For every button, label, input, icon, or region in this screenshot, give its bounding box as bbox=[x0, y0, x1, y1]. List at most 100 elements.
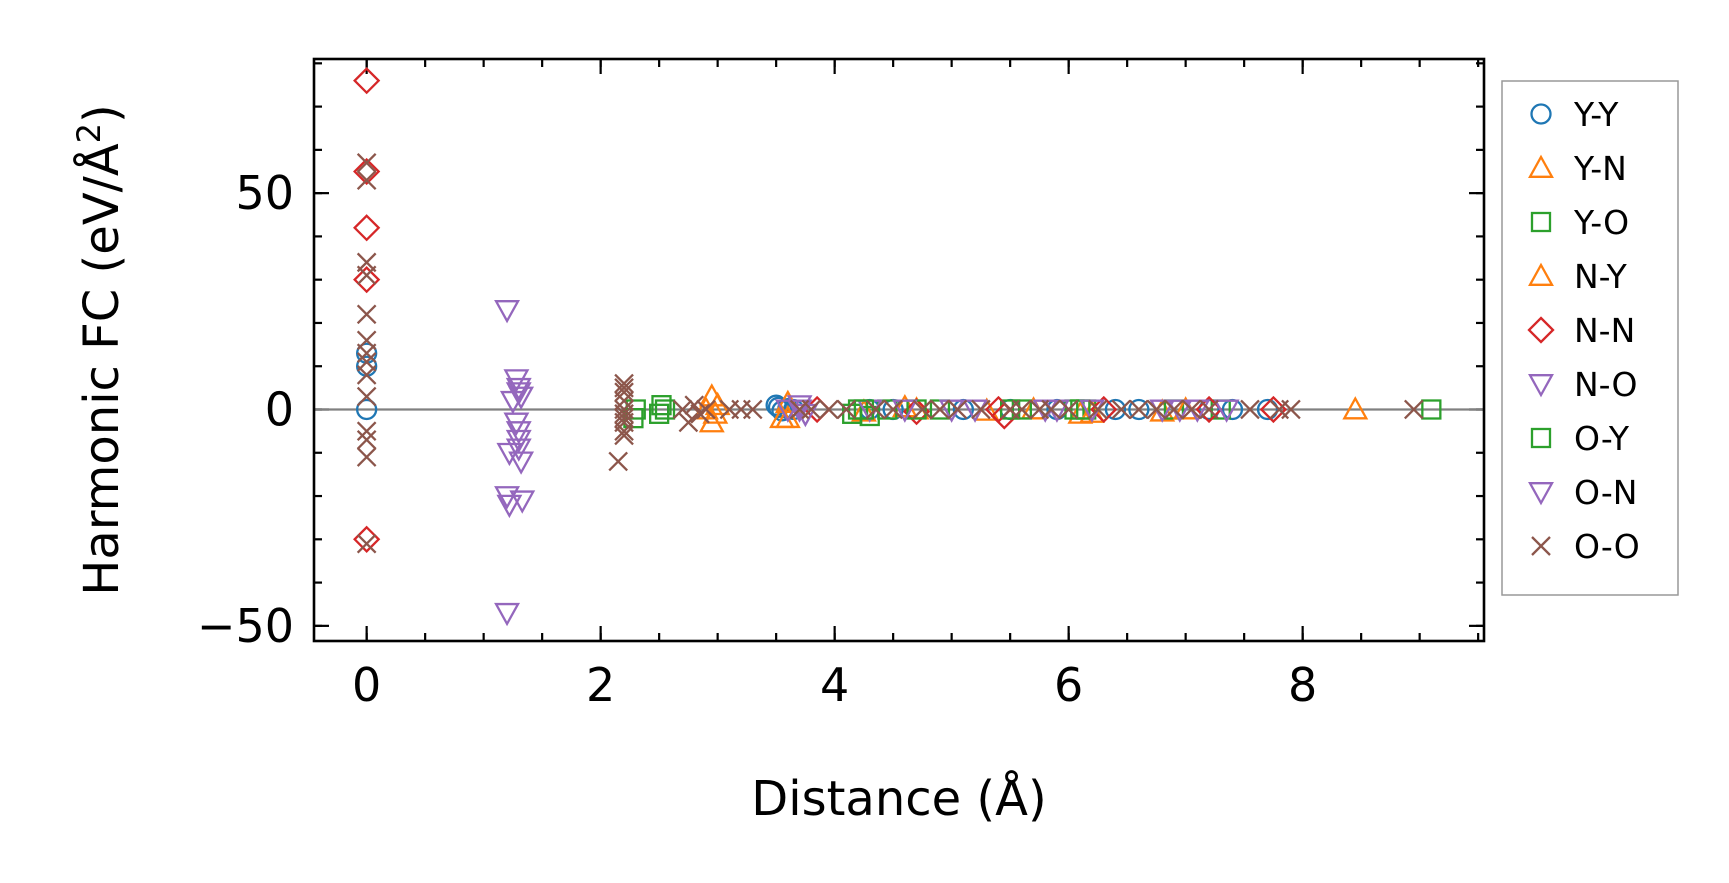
legend-item-o-o: O-O bbox=[1531, 527, 1640, 566]
point-n-o bbox=[503, 412, 530, 436]
point-o-o bbox=[1058, 399, 1079, 420]
x-stroke bbox=[1012, 399, 1032, 420]
x-tick-labels: 0 2 4 6 8 bbox=[352, 658, 1317, 712]
y-axis-label-main: Harmonic FC (eV/Å bbox=[73, 143, 130, 596]
point-o-o bbox=[1041, 399, 1061, 420]
y-axis-label-close: ) bbox=[74, 104, 130, 123]
point-n-n bbox=[353, 67, 381, 95]
point-o-o bbox=[608, 451, 629, 472]
point-o-o bbox=[1181, 399, 1202, 420]
point-o-o bbox=[672, 399, 693, 420]
x-stroke bbox=[883, 399, 903, 420]
x-stroke bbox=[1088, 399, 1108, 420]
legend-marker bbox=[1528, 154, 1554, 178]
point-y-y bbox=[1256, 398, 1279, 421]
point-o-o bbox=[1111, 399, 1132, 420]
x-stroke bbox=[801, 399, 822, 420]
point-o-o bbox=[614, 373, 634, 394]
y-tick-label: 50 bbox=[235, 166, 294, 220]
legend-label: N-O bbox=[1574, 365, 1638, 404]
x-stroke bbox=[672, 399, 693, 420]
legend: Y-Y Y-N Y-O N-Y N-N N-O O-Y O-N O-O bbox=[1501, 80, 1679, 596]
x-stroke bbox=[356, 429, 377, 450]
point-o-o bbox=[614, 421, 634, 441]
x-stroke bbox=[1146, 399, 1167, 420]
point-n-o bbox=[494, 300, 521, 324]
point-o-o bbox=[1146, 399, 1167, 420]
point-n-o bbox=[494, 486, 521, 510]
x-stroke bbox=[1403, 399, 1424, 420]
point-n-n bbox=[353, 266, 381, 294]
x-stroke bbox=[971, 399, 991, 420]
point-o-o bbox=[356, 533, 377, 554]
x-tick-label: 0 bbox=[352, 658, 381, 712]
point-o-o bbox=[356, 343, 377, 364]
point-o-o bbox=[1281, 399, 1301, 420]
x-stroke bbox=[356, 153, 377, 173]
x-stroke bbox=[836, 399, 857, 420]
point-o-o bbox=[971, 399, 991, 420]
legend-item-y-n: Y-N bbox=[1528, 149, 1627, 188]
point-n-o bbox=[496, 494, 523, 519]
legend-marker bbox=[1528, 262, 1554, 286]
legend-item-y-y: Y-Y bbox=[1530, 95, 1619, 134]
legend-item-n-n: N-N bbox=[1527, 311, 1635, 350]
point-o-o bbox=[356, 386, 377, 407]
point-y-o bbox=[651, 395, 672, 416]
point-o-o bbox=[818, 399, 839, 420]
point-n-o bbox=[505, 377, 532, 402]
x-stroke bbox=[356, 265, 377, 286]
point-n-o bbox=[494, 602, 521, 627]
point-o-o bbox=[801, 399, 822, 420]
x-stroke bbox=[696, 399, 716, 420]
x-stroke bbox=[614, 404, 634, 424]
legend-item-o-n: O-N bbox=[1528, 473, 1638, 512]
point-o-o bbox=[684, 395, 705, 415]
x-stroke bbox=[356, 170, 377, 190]
x-stroke bbox=[356, 386, 377, 407]
y-axis-label: Harmonic FC (eV/Å2) bbox=[70, 104, 130, 596]
point-o-o bbox=[1129, 399, 1149, 420]
plot-frame bbox=[312, 57, 1486, 643]
point-o-o bbox=[836, 399, 857, 420]
point-y-y bbox=[1128, 398, 1150, 421]
x-stroke bbox=[1058, 399, 1079, 420]
point-o-o bbox=[614, 425, 634, 446]
point-y-o bbox=[1421, 399, 1442, 420]
point-o-o bbox=[1088, 399, 1108, 420]
x-stroke bbox=[930, 399, 950, 420]
series-o-o bbox=[356, 153, 1424, 554]
legend-item-y-o: Y-O bbox=[1530, 203, 1629, 242]
x-stroke bbox=[356, 447, 377, 467]
x-stroke bbox=[1531, 536, 1551, 556]
legend-item-n-o: N-O bbox=[1528, 365, 1638, 404]
x-stroke bbox=[1111, 399, 1132, 420]
point-o-o bbox=[865, 399, 886, 420]
point-o-o bbox=[356, 304, 377, 325]
point-n-o bbox=[509, 490, 536, 514]
point-n-n bbox=[353, 214, 381, 242]
point-o-y bbox=[654, 399, 676, 420]
x-stroke bbox=[1240, 399, 1260, 420]
point-n-n bbox=[353, 525, 381, 553]
series-n-n bbox=[353, 67, 1288, 553]
point-n-o bbox=[505, 421, 532, 445]
point-o-n bbox=[786, 399, 813, 423]
x-stroke bbox=[1181, 399, 1202, 420]
legend-label: Y-Y bbox=[1573, 95, 1619, 134]
x-stroke bbox=[742, 399, 763, 420]
point-o-o bbox=[356, 447, 377, 467]
legend-marker bbox=[1528, 482, 1554, 506]
point-o-o bbox=[678, 412, 699, 433]
y-tick-labels: −50 0 50 bbox=[197, 166, 294, 653]
x-stroke bbox=[356, 365, 377, 385]
point-n-o bbox=[508, 386, 535, 410]
point-o-o bbox=[356, 365, 377, 385]
legend-label: O-N bbox=[1574, 473, 1638, 512]
minor-ticks bbox=[314, 59, 1484, 641]
point-o-o bbox=[930, 399, 950, 420]
point-o-o bbox=[1164, 399, 1184, 420]
point-o-o bbox=[614, 382, 634, 403]
x-stroke bbox=[678, 412, 699, 433]
x-stroke bbox=[614, 421, 634, 441]
